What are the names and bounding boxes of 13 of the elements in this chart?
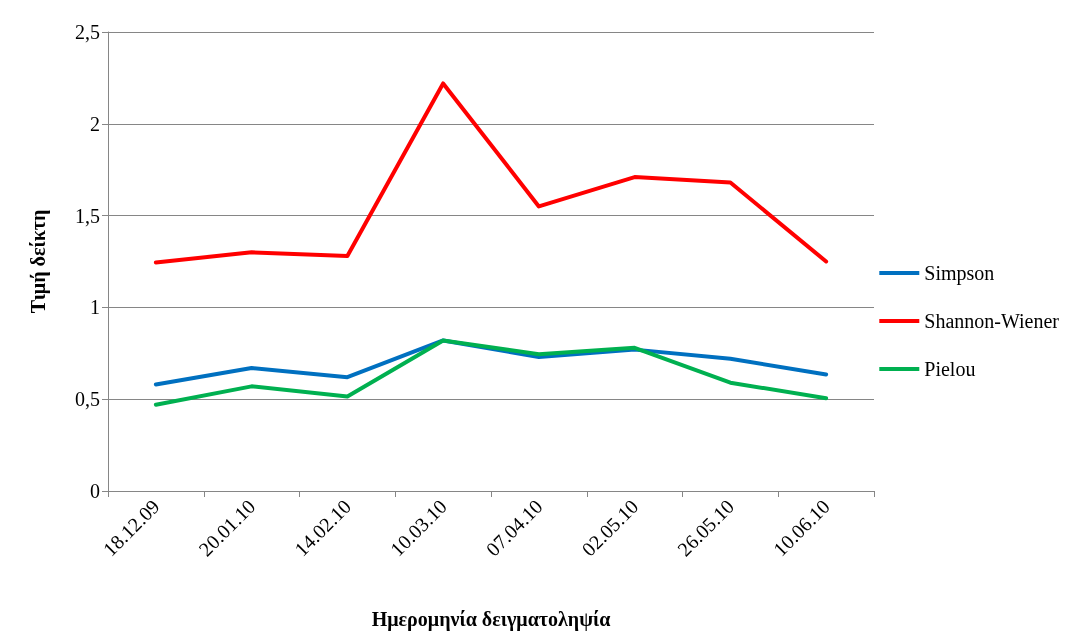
line-series [153, 81, 829, 265]
y-tick-label: 1 [90, 296, 100, 319]
x-axis-title: Ημερομηνία δειγματοληψία [371, 608, 611, 631]
y-tick-label: 0 [90, 480, 100, 502]
line-series [153, 338, 829, 407]
legend-label: Simpson [924, 262, 995, 285]
legend-label: Pielou [924, 358, 976, 380]
y-axis-title: Τιμή δείκτη [27, 209, 50, 314]
y-tick-label: 2,5 [75, 21, 100, 43]
legend-label: Shannon-Wiener [924, 310, 1060, 332]
y-tick-label: 2 [90, 112, 100, 135]
y-tick-label: 0,5 [75, 388, 100, 411]
y-tick-label: 1,5 [75, 204, 100, 227]
